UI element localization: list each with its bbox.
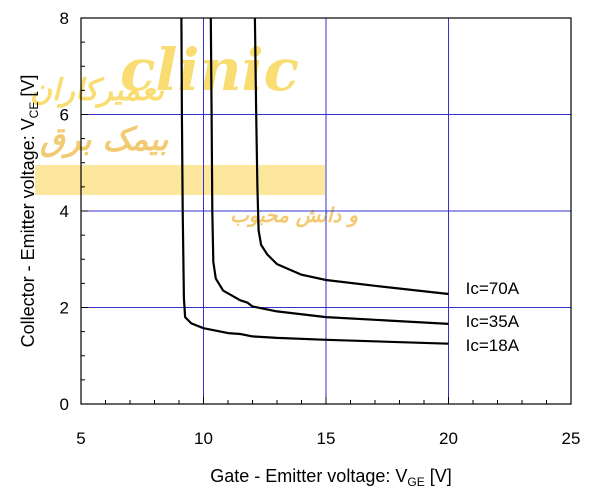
watermark-logo: clinic تعمیرکاران بیمک برق و دانش محبوب — [30, 36, 358, 228]
x-tick-label: 5 — [76, 429, 85, 448]
x-tick-label: 15 — [317, 429, 336, 448]
x-tick-label: 25 — [562, 429, 581, 448]
x-axis-title: Gate - Emitter voltage: VGE [V] — [210, 466, 451, 489]
y-axis-title: Collector - Emitter voltage: VCE [V] — [18, 75, 41, 348]
watermark-latin: clinic — [120, 36, 299, 104]
curve-label: Ic=70A — [466, 279, 520, 298]
y-tick-label: 0 — [60, 395, 69, 414]
watermark-persian-3: و دانش محبوب — [230, 203, 358, 228]
y-tick-label: 4 — [60, 202, 69, 221]
curve-label: Ic=18A — [466, 336, 520, 355]
watermark-persian-1: تعمیرکاران — [30, 73, 168, 108]
curve-label: Ic=35A — [466, 312, 520, 331]
x-tick-labels: 5 10 15 20 25 — [76, 429, 580, 448]
curve-labels: Ic=70A Ic=35A Ic=18A — [466, 279, 520, 355]
watermark-band — [35, 165, 325, 195]
y-tick-label: 6 — [60, 106, 69, 125]
curves — [180, 17, 449, 345]
axis-ticks — [80, 17, 572, 405]
curve-ic-70a — [253, 17, 449, 296]
y-tick-label: 8 — [60, 9, 69, 28]
watermark-persian-2: بیمک برق — [40, 120, 169, 159]
curve-ic-18a — [180, 17, 449, 345]
gridlines — [81, 18, 571, 404]
y-tick-labels: 0 2 4 6 8 — [60, 9, 69, 414]
x-tick-label: 20 — [439, 429, 458, 448]
y-tick-label: 2 — [60, 299, 69, 318]
x-tick-label: 10 — [194, 429, 213, 448]
curve-ic-35a — [209, 17, 449, 325]
